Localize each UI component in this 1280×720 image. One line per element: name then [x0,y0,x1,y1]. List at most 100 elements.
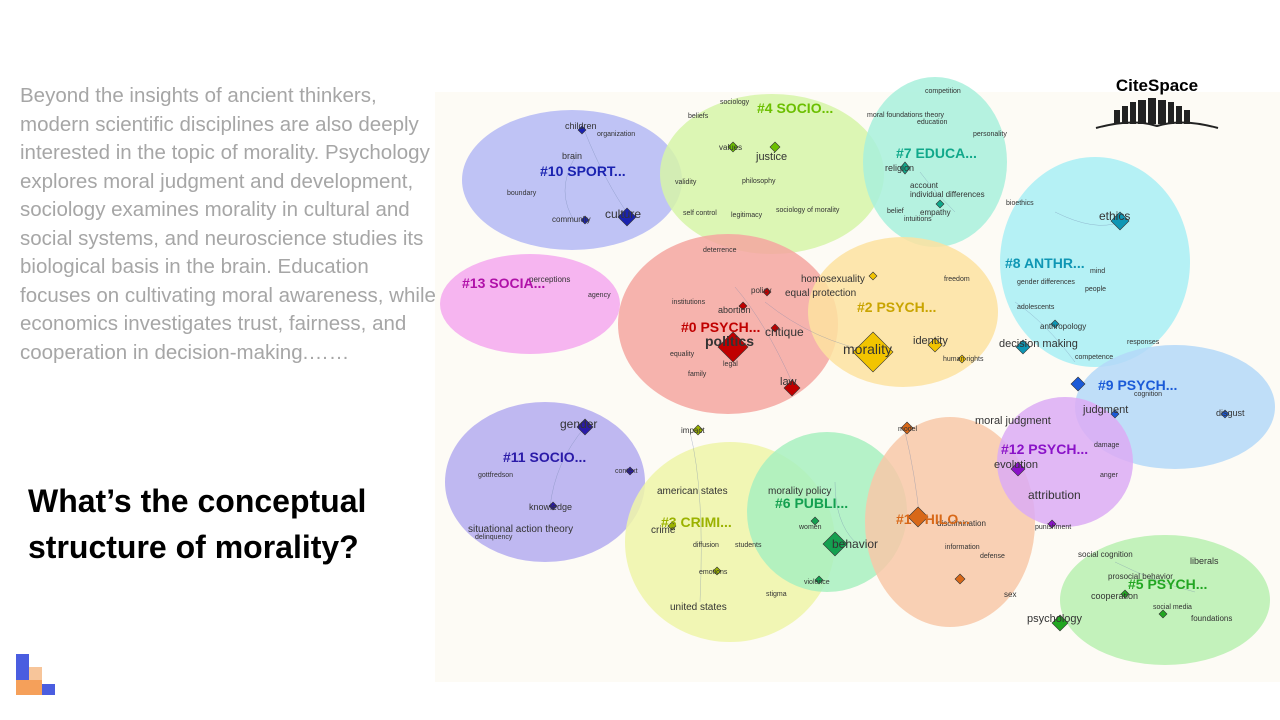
kw-beliefs: beliefs [688,113,709,120]
node-abortion [738,301,748,311]
cluster-10-region [462,110,682,250]
node-gender [576,418,594,436]
citespace-logo: CiteSpace [1092,76,1222,132]
kw-united-states: united states [670,602,727,613]
node-critique [770,323,780,333]
kw-perceptions: perceptions [529,275,570,284]
node-women [810,516,820,526]
kw-family: family [688,371,707,378]
kw-boundary: boundary [507,190,537,197]
kw-foundations: foundations [1191,614,1232,623]
citespace-logo-text: CiteSpace [1115,76,1199,95]
kw-anger: anger [1100,472,1119,479]
kw-impact: impact [681,426,705,435]
kw-justice: justice [755,151,787,163]
kw-moral-judgment: moral judgment [975,415,1051,427]
kw-homosexuality: homosexuality [801,274,865,285]
cluster-label-6: #6 PUBLI... [775,495,848,511]
cluster-12-region [997,397,1133,527]
cluster-4-region [660,94,884,254]
node-politics [717,331,749,363]
kw-empathy: empathy [920,208,951,217]
node-violence [814,575,824,585]
node-decision-making [1015,339,1031,355]
kw-freedom: freedom [944,276,970,283]
kw-knowledge: knowledge [529,502,572,512]
kw-crime: crime [651,525,676,536]
node-ethics [1110,211,1130,231]
kw-sex: sex [1004,590,1016,599]
node-psychology [1051,614,1069,632]
kw-bioethics: bioethics [1006,200,1034,207]
node-disgust [1220,409,1230,419]
kw-punishment: punishment [1035,524,1071,531]
cluster-label-2: #2 PSYCH... [857,299,936,315]
brand-logo-icon [16,654,56,698]
kw-morality: morality [843,341,892,357]
kw-anthropology: anthropology [1040,322,1086,331]
kw-judgment: judgment [1082,404,1128,416]
kw-agency: agency [588,292,611,299]
kw-gottfredson: gottfredson [478,472,513,479]
kw-children: children [565,121,597,131]
kw-damage: damage [1094,442,1119,449]
kw-situational-action-theory: situational action theory [468,524,573,535]
kw-abortion: abortion [718,305,751,315]
kw-violence: violence [804,579,830,586]
kw-cognition: cognition [1134,391,1162,398]
kw-cooperation: cooperation [1091,591,1138,601]
cluster-labels: #10 SPORT... #4 SOCIO... #7 EDUCA... #8 … [462,100,1207,592]
node-information [907,506,929,528]
kw-decision-making: decision making [999,338,1078,350]
intro-paragraph: Beyond the insights of ancient thinkers,… [20,84,436,364]
node-homosexuality [868,271,878,281]
kw-gender: gender [560,417,597,431]
node-punishment [1047,519,1057,529]
kw-deterrence: deterrence [703,247,737,254]
kw-model: model [898,426,918,433]
kw-equal-protection: equal protection [785,288,856,299]
node-social-media [1158,609,1168,619]
kw-account: account [910,181,939,190]
node-model [900,421,914,435]
kw-education: education [917,119,947,126]
kw-equality: equality [670,351,695,358]
cluster-11-region [445,402,645,562]
cluster-label-11: #11 SOCIO... [503,449,586,465]
cluster-label-8: #8 ANTHR... [1005,255,1085,271]
kw-law: law [780,376,797,388]
kw-stigma: stigma [766,591,787,598]
cluster-label-9: #9 PSYCH... [1098,377,1177,393]
cluster-label-1: #1 PHILO... [896,511,970,527]
cluster-5-region [1060,535,1270,665]
kw-diffusion: diffusion [693,542,719,549]
kw-sociology: sociology [720,99,750,106]
cluster-label-12: #12 PSYCH... [1001,441,1088,457]
cluster-label-5: #5 PSYCH... [1128,576,1207,592]
kw-politics: politics [705,333,754,349]
kw-moral-foundations-theory: moral foundations theory [867,112,945,119]
cluster-label-13: #13 SOCIA... [462,275,545,291]
kw-validity: validity [675,179,697,186]
node-law [783,379,801,397]
node-behavior [822,531,848,557]
kw-delinquency: delinquency [475,534,513,541]
node-justice [769,141,781,153]
node-sex [954,573,966,585]
node-identity [927,337,943,353]
cluster-0-region [618,234,838,414]
kw-students: students [735,542,762,549]
kw-context: context [615,468,638,475]
kw-legal: legal [723,361,738,368]
cluster-network-diagram: children organization brain culture comm… [435,77,1280,682]
kw-evolution: evolution [994,459,1038,471]
node-evolution [1010,461,1026,477]
cluster-6-region [747,432,907,592]
node-emotions [712,566,722,576]
node-anthropology [1050,319,1060,329]
kw-defense: defense [980,553,1005,560]
kw-ethics: ethics [1099,209,1130,223]
kw-responses: responses [1127,339,1160,346]
cluster-7-region [863,77,1007,247]
kw-social-media: social media [1153,604,1192,611]
